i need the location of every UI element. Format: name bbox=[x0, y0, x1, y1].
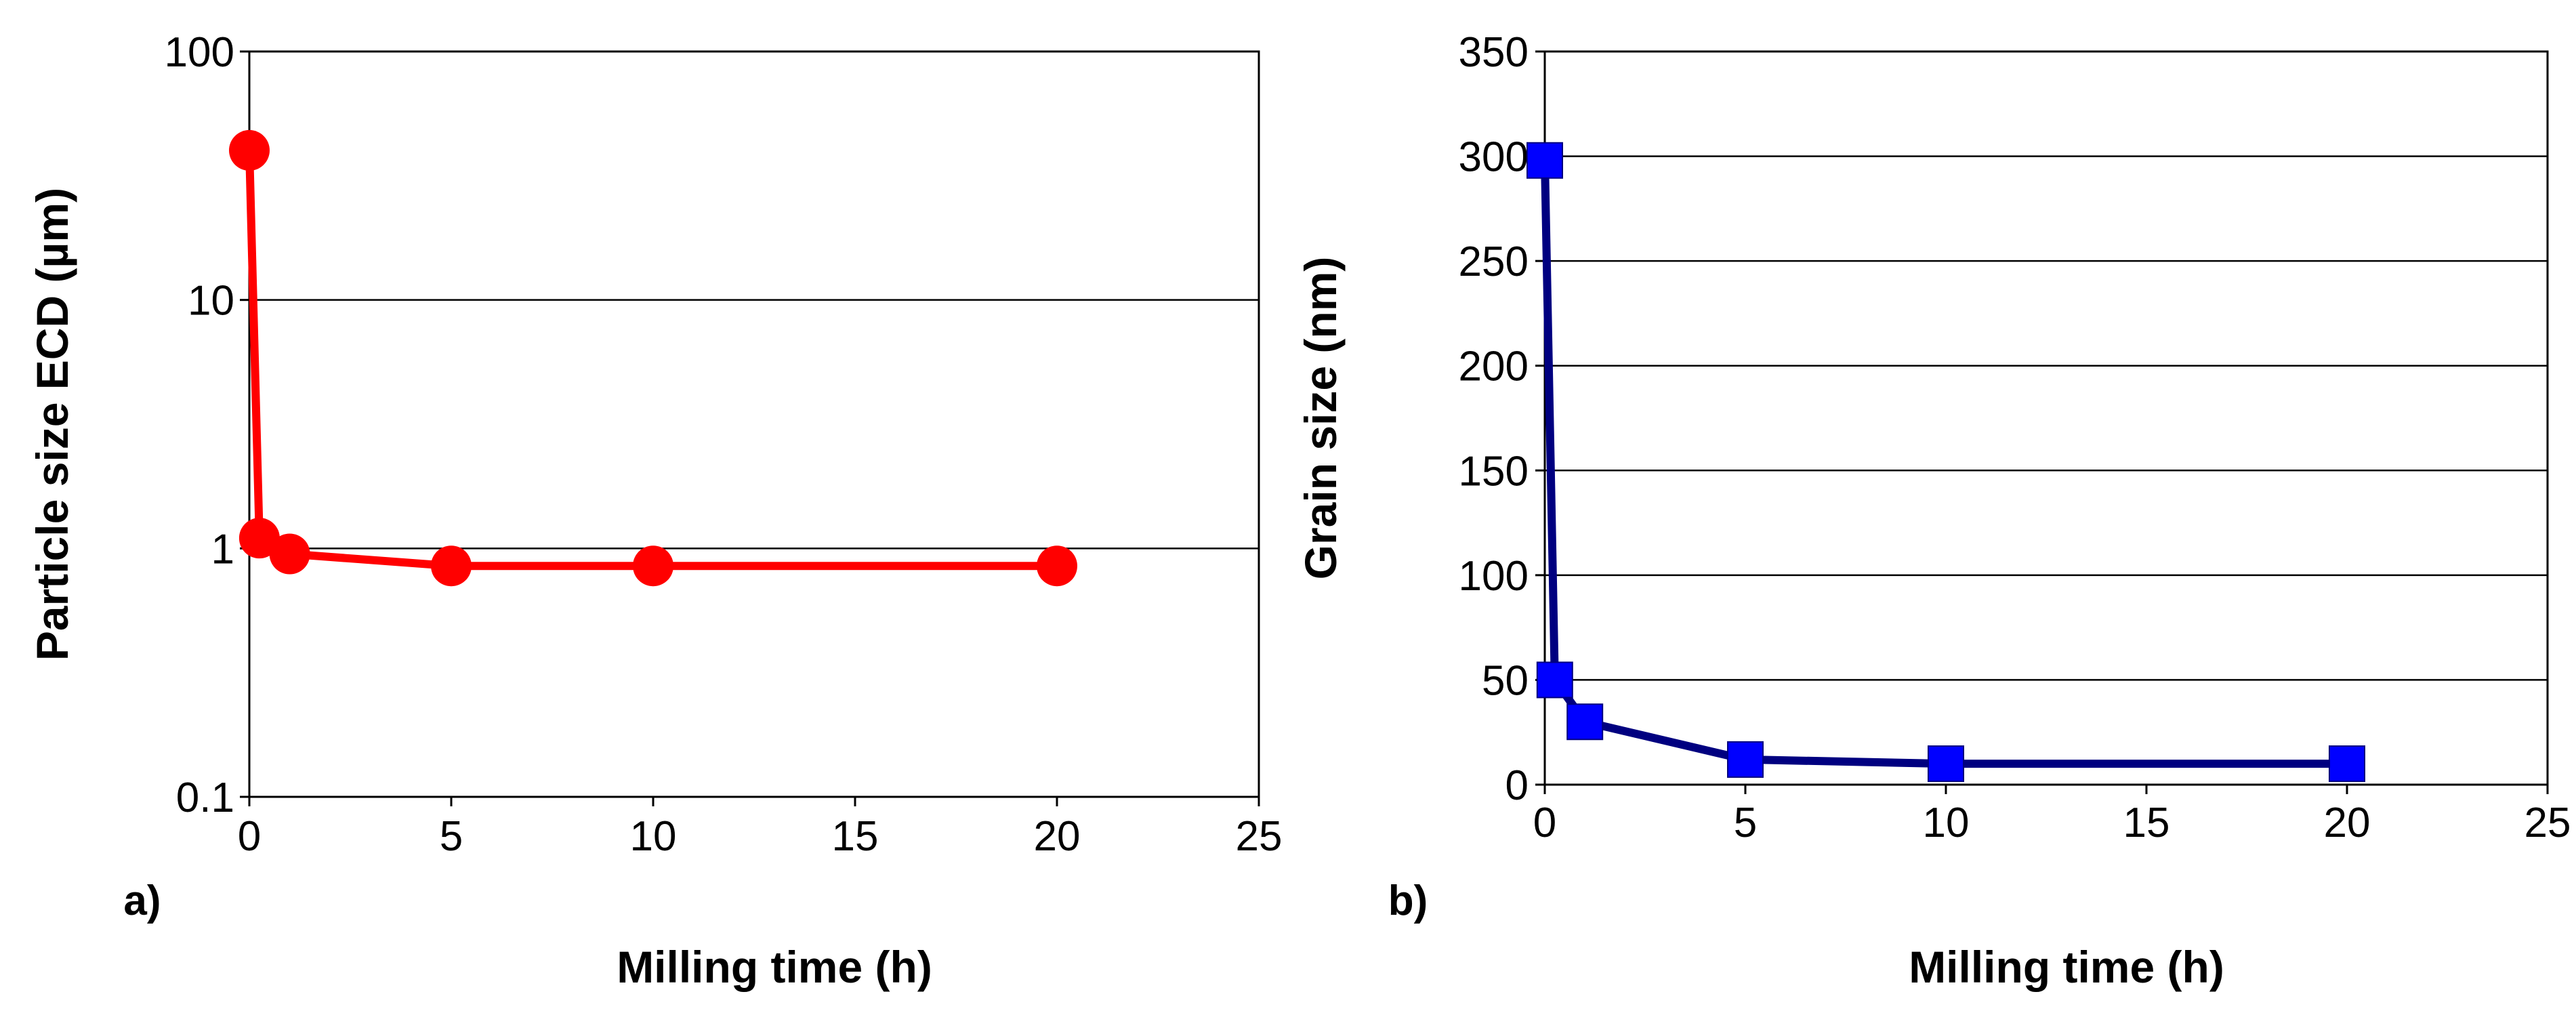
panel-b-data-point bbox=[1928, 745, 1964, 783]
panel-b-data-point bbox=[1526, 142, 1563, 179]
panel-a-data-point bbox=[238, 518, 280, 559]
panel-b-x-tick-label: 25 bbox=[2525, 800, 2571, 846]
panel-b-series-line bbox=[1541, 160, 2347, 768]
panel-a-data-point bbox=[1037, 545, 1077, 587]
panel-b-y-tick-label: 350 bbox=[1459, 29, 1529, 76]
panel-b-y-tick-label: 250 bbox=[1459, 239, 1529, 285]
panel-a-data-point bbox=[431, 545, 472, 587]
panel-a-y-tick-label: 10 bbox=[188, 278, 234, 325]
panel-b-y-tick-label: 150 bbox=[1459, 448, 1529, 495]
panel-a-x-axis-title: Milling time (h) bbox=[617, 942, 932, 992]
panel-a-data-point bbox=[229, 129, 270, 171]
panel-b-x-tick-label: 20 bbox=[2324, 800, 2371, 846]
panel-a-data-point bbox=[633, 545, 673, 587]
panel-b-y-tick-label: 50 bbox=[1482, 657, 1529, 704]
panel-b-y-tick-label: 0 bbox=[1505, 762, 1529, 809]
panel-b-y-tick-label: 100 bbox=[1459, 553, 1529, 600]
panel-b-data-point bbox=[1566, 703, 1604, 741]
panel-b-x-tick-label: 0 bbox=[1533, 800, 1556, 846]
panel-b-data-point bbox=[1727, 741, 1764, 778]
panel-a-y-tick-label: 100 bbox=[165, 29, 234, 76]
panel-b-x-tick-label: 5 bbox=[1734, 800, 1757, 846]
panel-b-y-tick-label: 300 bbox=[1459, 134, 1529, 181]
panel-a-series-line bbox=[245, 150, 1057, 571]
panel-b-label: b) bbox=[1388, 877, 1428, 924]
panel-a-x-tick-label: 10 bbox=[630, 813, 677, 860]
panel-b-x-axis-title: Milling time (h) bbox=[1909, 942, 2224, 992]
panel-a-x-tick-label: 20 bbox=[1034, 813, 1081, 860]
panel-a-x-tick-label: 5 bbox=[440, 813, 463, 860]
panel-b-y-axis-title: Grain size (nm) bbox=[1295, 257, 1346, 580]
panel-b-x-tick-label: 10 bbox=[1923, 800, 1970, 846]
panel-a-data-point bbox=[269, 533, 310, 575]
panel-a-label: a) bbox=[123, 877, 161, 924]
panel-b-x-tick-label: 15 bbox=[2123, 800, 2170, 846]
panel-b-y-tick-label: 200 bbox=[1459, 344, 1529, 390]
panel-a-plot-frame bbox=[248, 50, 1260, 798]
panel-a-y-tick-label: 0.1 bbox=[176, 774, 234, 821]
panel-a-x-tick-label: 15 bbox=[832, 813, 879, 860]
panel-a-x-tick-label: 25 bbox=[1236, 813, 1283, 860]
panel-a-y-axis-title: Particle size ECD (µm) bbox=[27, 188, 77, 661]
panel-a-x-tick-label: 0 bbox=[238, 813, 261, 860]
panel-a-y-tick-label: 1 bbox=[211, 526, 234, 573]
panel-b-plot-frame bbox=[1543, 50, 2549, 786]
panel-b-data-point bbox=[1536, 661, 1573, 699]
panel-b-data-point bbox=[2329, 745, 2365, 783]
